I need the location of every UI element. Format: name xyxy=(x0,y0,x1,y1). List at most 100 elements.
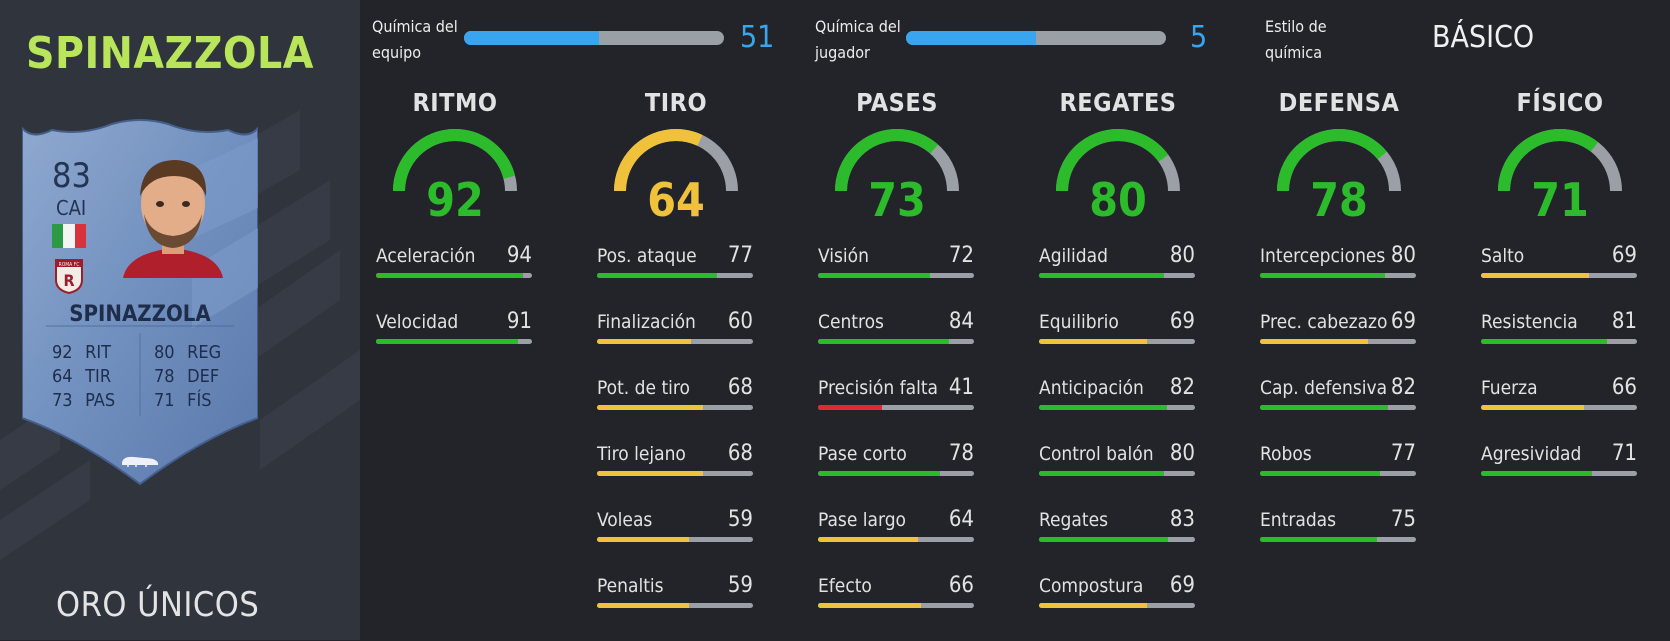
stat-row[interactable]: Regates 83 xyxy=(1039,507,1197,575)
stat-row[interactable]: Velocidad 91 xyxy=(376,309,534,377)
stat-name: Control balón xyxy=(1039,443,1154,465)
stat-bar-fill xyxy=(1260,537,1377,542)
stat-bar-fill xyxy=(818,471,940,476)
category-label: TIRO xyxy=(644,88,708,117)
gauge-fill xyxy=(835,129,959,192)
stat-row[interactable]: Equilibrio 69 xyxy=(1039,309,1197,377)
stat-name: Anticipación xyxy=(1039,377,1144,399)
stat-row[interactable]: Aceleración 94 xyxy=(376,243,534,311)
team-chemistry-bar xyxy=(464,31,724,45)
svg-text:R: R xyxy=(63,271,74,290)
stat-bar-fill xyxy=(597,339,691,344)
card-stat-label: FÍS xyxy=(187,390,212,411)
stat-bar xyxy=(597,537,753,542)
stat-row[interactable]: Agilidad 80 xyxy=(1039,243,1197,311)
roma-badge-icon: ROMA FC R xyxy=(55,259,83,294)
stat-bar-fill xyxy=(818,603,921,608)
team-chemistry-label-line2: equipo xyxy=(372,43,422,62)
stat-row[interactable]: Salto 69 xyxy=(1481,243,1639,311)
chemistry-style-value[interactable]: BÁSICO xyxy=(1432,20,1535,55)
gauge-fill xyxy=(393,129,517,192)
card-stat-value: 64 xyxy=(52,366,73,387)
player-chemistry-label-line1: Química del xyxy=(815,17,901,36)
boot-icon xyxy=(122,456,158,467)
stat-bar xyxy=(1481,273,1637,278)
stat-value: 64 xyxy=(948,507,974,532)
category-value: 78 xyxy=(1310,173,1368,227)
stat-row[interactable]: Control balón 80 xyxy=(1039,441,1197,509)
stat-bar-fill xyxy=(818,339,950,344)
stat-row[interactable]: Prec. cabezazo 69 xyxy=(1260,309,1418,377)
stat-row[interactable]: Fuerza 66 xyxy=(1481,375,1639,443)
stat-value: 66 xyxy=(1611,375,1637,400)
stat-row[interactable]: Visión 72 xyxy=(818,243,976,311)
stat-bar xyxy=(1481,339,1637,344)
stat-bar xyxy=(818,471,974,476)
stat-name: Finalización xyxy=(597,311,696,333)
stat-value: 66 xyxy=(948,573,974,598)
category-value: 92 xyxy=(426,173,484,227)
card-stat-value: 73 xyxy=(52,390,73,411)
gauge-fill xyxy=(1498,129,1622,192)
stats-panel: Química del equipo 51 Química del jugado… xyxy=(360,0,1670,640)
team-chemistry-label-line1: Química del xyxy=(372,17,458,36)
stat-bar-fill xyxy=(1039,471,1164,476)
stat-row[interactable]: Pot. de tiro 68 xyxy=(597,375,755,443)
card-stat-value: 78 xyxy=(154,366,175,387)
category-tiro: TIRO 64 Pos. ataque 77 Finalización 60 Po… xyxy=(597,88,755,641)
stat-row[interactable]: Entradas 75 xyxy=(1260,507,1418,575)
stat-row[interactable]: Penaltis 59 xyxy=(597,573,755,641)
card-stat: 71 FÍS xyxy=(154,390,221,414)
stat-value: 69 xyxy=(1390,309,1416,334)
player-card[interactable]: 83 CAI ROMA FC R SPINAZZOLA 92 RIT 64 TI… xyxy=(22,118,258,486)
category-value: 80 xyxy=(1089,173,1147,227)
stat-bar xyxy=(818,603,974,608)
stat-value: 69 xyxy=(1169,573,1195,598)
category-label: FÍSICO xyxy=(1516,88,1604,117)
stat-value: 69 xyxy=(1611,243,1637,268)
player-chemistry-bar-fill xyxy=(906,31,1036,45)
stat-row[interactable]: Finalización 60 xyxy=(597,309,755,377)
stat-name: Centros xyxy=(818,311,884,333)
stat-row[interactable]: Anticipación 82 xyxy=(1039,375,1197,443)
stat-row[interactable]: Intercepciones 80 xyxy=(1260,243,1418,311)
stat-name: Agresividad xyxy=(1481,443,1582,465)
stat-value: 80 xyxy=(1169,243,1195,268)
stat-list: Pos. ataque 77 Finalización 60 Pot. de t… xyxy=(597,243,755,641)
stat-bar-fill xyxy=(1039,405,1167,410)
stat-bar xyxy=(1260,339,1416,344)
stat-row[interactable]: Pase corto 78 xyxy=(818,441,976,509)
stat-bar-fill xyxy=(597,273,718,278)
stat-row[interactable]: Voleas 59 xyxy=(597,507,755,575)
stat-name: Intercepciones xyxy=(1260,245,1386,267)
stat-name: Agilidad xyxy=(1039,245,1108,267)
gauge-arc xyxy=(614,129,738,192)
stat-row[interactable]: Tiro lejano 68 xyxy=(597,441,755,509)
stat-list: Aceleración 94 Velocidad 91 xyxy=(376,243,534,377)
stat-row[interactable]: Centros 84 xyxy=(818,309,976,377)
stat-value: 80 xyxy=(1169,441,1195,466)
category-gauge: 73 xyxy=(831,125,963,223)
stat-row[interactable]: Pase largo 64 xyxy=(818,507,976,575)
stat-row[interactable]: Precisión falta 41 xyxy=(818,375,976,443)
stat-row[interactable]: Efecto 66 xyxy=(818,573,976,641)
stat-row[interactable]: Agresividad 71 xyxy=(1481,441,1639,509)
category-value: 73 xyxy=(868,173,926,227)
stat-row[interactable]: Robos 77 xyxy=(1260,441,1418,509)
chemistry-style-label: Estilo de química xyxy=(1265,14,1327,66)
category-label: REGATES xyxy=(1059,88,1177,117)
category-gauge: 80 xyxy=(1052,125,1184,223)
category-label: RITMO xyxy=(412,88,498,117)
stat-bar-fill xyxy=(597,537,690,542)
stat-row[interactable]: Resistencia 81 xyxy=(1481,309,1639,377)
stat-row[interactable]: Pos. ataque 77 xyxy=(597,243,755,311)
category-fisico: FÍSICO 71 Salto 69 Resistencia 81 Fuerza … xyxy=(1481,88,1639,509)
stat-row[interactable]: Cap. defensiva 82 xyxy=(1260,375,1418,443)
stat-value: 68 xyxy=(727,375,753,400)
stat-value: 82 xyxy=(1390,375,1416,400)
stat-bar xyxy=(376,339,532,344)
stat-value: 69 xyxy=(1169,309,1195,334)
stat-bar-fill xyxy=(376,273,523,278)
stat-row[interactable]: Compostura 69 xyxy=(1039,573,1197,641)
stat-value: 77 xyxy=(1390,441,1416,466)
